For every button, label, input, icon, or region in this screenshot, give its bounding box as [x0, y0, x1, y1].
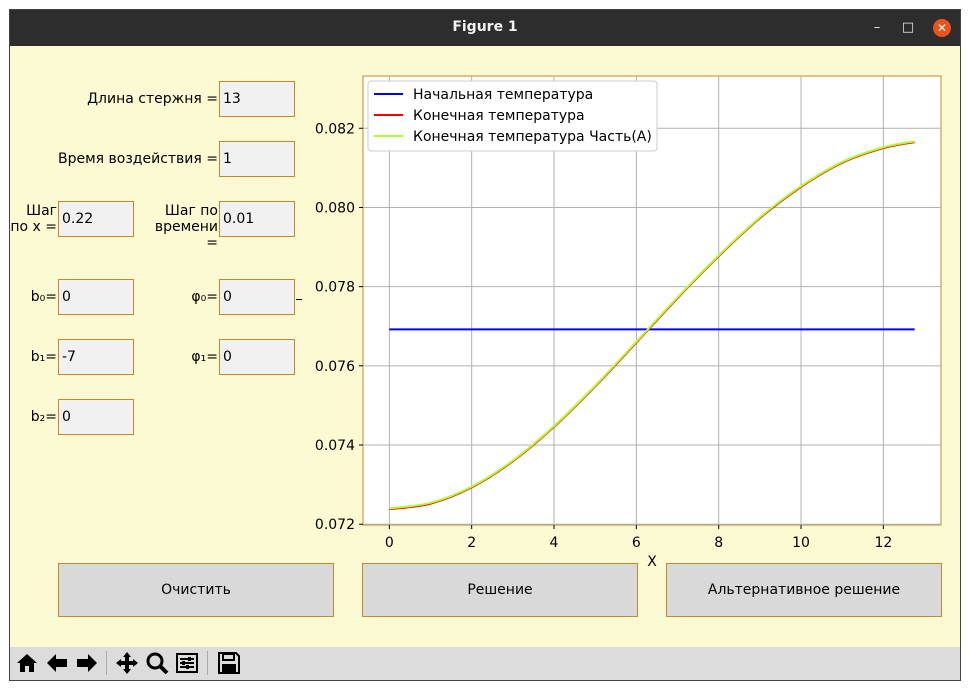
series-lines — [389, 140, 915, 511]
y-tick-label: 0.082 — [315, 121, 355, 137]
legend-label: Конечная температура — [413, 108, 585, 124]
phi0-field[interactable]: 0 — [219, 279, 295, 315]
y-tick-label: 0.074 — [315, 438, 355, 454]
navigation-toolbar — [10, 647, 960, 680]
rod-length-field[interactable]: 13 — [219, 81, 295, 117]
duration-label: Время воздействия = — [58, 151, 218, 167]
step-t-label-line1: Шаг по — [164, 203, 218, 219]
maximize-icon[interactable]: □ — [901, 20, 915, 35]
duration-field[interactable]: 1 — [219, 141, 295, 177]
series-line-2 — [389, 140, 915, 510]
rod-length-label: Длина стержня = — [87, 91, 218, 107]
b0-label: b₀= — [30, 289, 57, 305]
legend-label: Конечная температура Часть(A) — [413, 129, 652, 145]
x-tick-label: 0 — [385, 535, 394, 551]
close-icon[interactable]: ✕ — [933, 19, 951, 37]
home-icon[interactable] — [14, 650, 40, 676]
forward-icon[interactable] — [74, 650, 100, 676]
dash-mark — [296, 299, 302, 300]
legend-box — [367, 80, 658, 152]
step-x-label: Шаг по x = — [10, 203, 57, 235]
clear-button[interactable]: Очистить — [58, 563, 334, 617]
x-tick-label: 6 — [632, 535, 641, 551]
toolbar-separator — [106, 651, 107, 675]
phi0-label: φ₀= — [191, 289, 218, 305]
step-t-label-line2: времени = — [154, 219, 218, 251]
solve-button[interactable]: Решение — [362, 563, 638, 617]
back-icon[interactable] — [44, 650, 70, 676]
b2-label: b₂= — [30, 409, 57, 425]
legend-label: Начальная температура — [413, 87, 593, 103]
toolbar-separator — [207, 651, 208, 675]
b0-field[interactable]: 0 — [58, 279, 134, 315]
minimize-icon[interactable]: – — [873, 20, 881, 35]
phi1-label: φ₁= — [191, 349, 218, 365]
b1-label: b₁= — [30, 349, 57, 365]
temperature-chart: 0 2 4 6 8 10 120.0720.0740.0760.0780.0800.082 … — [315, 75, 942, 570]
step-x-label-line2: по x = — [10, 219, 57, 235]
y-tick-label: 0.076 — [315, 359, 355, 375]
x-tick-label: 10 — [792, 535, 810, 551]
x-tick-label: 12 — [874, 535, 892, 551]
save-icon[interactable] — [216, 650, 242, 676]
y-tick-label: 0.078 — [315, 280, 355, 296]
x-axis-label: X — [647, 554, 657, 570]
y-tick-label: 0.080 — [315, 200, 355, 216]
step-t-label: Шаг по времени = — [150, 203, 218, 251]
b1-field[interactable]: -7 — [58, 339, 134, 375]
phi1-field[interactable]: 0 — [219, 339, 295, 375]
y-tick-label: 0.072 — [315, 517, 355, 533]
x-tick-label: 8 — [714, 535, 723, 551]
figure-window: Figure 1 – □ ✕ Длина стержня = 13 Время … — [9, 9, 961, 681]
pan-icon[interactable] — [114, 650, 140, 676]
zoom-icon[interactable] — [144, 650, 170, 676]
legend: Начальная температура Конечная температур… — [367, 80, 658, 152]
configure-icon[interactable] — [174, 650, 200, 676]
axis-ticks: 0 2 4 6 8 10 12 0.072 0.074 0.076 0.078 0.080 0.082 — [315, 121, 892, 551]
x-tick-label: 4 — [550, 535, 559, 551]
window-title: Figure 1 — [452, 19, 518, 35]
alternative-solve-button[interactable]: Альтернативное решение — [666, 563, 942, 617]
step-t-field[interactable]: 0.01 — [219, 201, 295, 237]
x-tick-label: 2 — [467, 535, 476, 551]
step-x-field[interactable]: 0.22 — [58, 201, 134, 237]
step-x-label-line1: Шаг — [26, 203, 57, 219]
title-bar: Figure 1 – □ ✕ — [10, 10, 960, 46]
b2-field[interactable]: 0 — [58, 399, 134, 435]
